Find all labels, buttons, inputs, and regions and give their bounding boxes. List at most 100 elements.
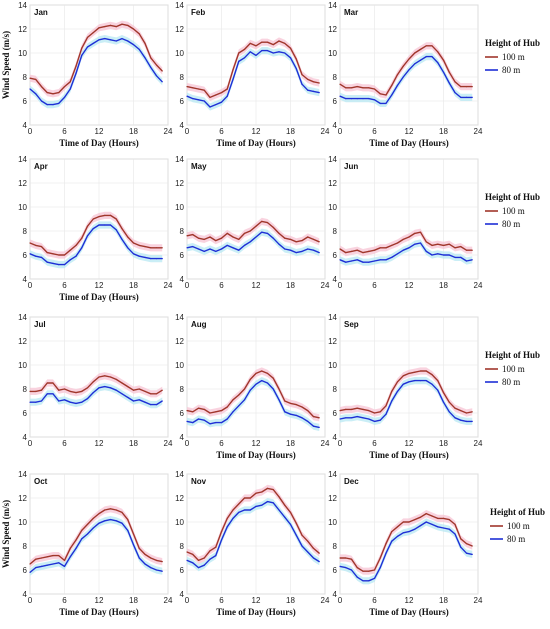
y-tick-label: 10 xyxy=(175,203,184,212)
legend-entry: 80 m xyxy=(502,65,520,75)
data-point xyxy=(144,256,146,258)
data-point xyxy=(261,504,263,506)
data-point xyxy=(379,93,381,95)
x-tick-label: 24 xyxy=(321,439,330,448)
data-point xyxy=(29,88,31,90)
data-point xyxy=(192,422,194,424)
data-point xyxy=(197,407,200,409)
data-point xyxy=(138,547,140,550)
data-point xyxy=(109,214,112,216)
data-point xyxy=(312,81,315,83)
series-100m-line xyxy=(29,508,163,565)
data-point xyxy=(132,533,135,535)
data-point xyxy=(238,405,240,407)
data-point xyxy=(442,401,445,403)
series-80m-line xyxy=(339,521,473,582)
data-point xyxy=(249,241,251,243)
data-point xyxy=(345,567,347,569)
data-point xyxy=(238,503,240,505)
data-point xyxy=(278,243,280,245)
data-point xyxy=(312,416,315,418)
data-point xyxy=(98,513,100,515)
data-point xyxy=(266,232,269,234)
data-point xyxy=(220,410,223,412)
data-point xyxy=(75,547,77,550)
panel-month-label: Mar xyxy=(344,8,358,17)
data-point xyxy=(75,72,77,74)
data-point xyxy=(437,517,439,520)
data-point xyxy=(448,411,450,413)
data-point xyxy=(368,261,370,263)
data-point xyxy=(431,45,433,47)
data-point xyxy=(243,388,246,390)
data-point xyxy=(442,244,445,246)
x-tick-label: 6 xyxy=(62,439,67,448)
data-point xyxy=(197,418,200,420)
series-100m-line xyxy=(29,214,163,256)
data-point xyxy=(437,253,439,255)
x-axis-title: Time of Day (Hours) xyxy=(59,292,139,302)
panel-month-label: Feb xyxy=(191,8,205,17)
y-tick-label: 4 xyxy=(23,433,28,442)
data-point xyxy=(215,250,217,252)
data-point xyxy=(448,82,450,84)
data-point xyxy=(284,248,286,250)
x-axis-title: Time of Day (Hours) xyxy=(216,138,296,148)
data-point xyxy=(301,74,303,76)
series-100m-band xyxy=(30,372,163,398)
data-point xyxy=(161,400,163,402)
y-tick-label: 14 xyxy=(175,155,184,164)
data-point xyxy=(419,231,422,233)
data-point xyxy=(249,51,251,53)
y-tick-label: 12 xyxy=(18,25,27,34)
data-point xyxy=(232,69,234,71)
data-point xyxy=(109,39,112,41)
y-tick-label: 6 xyxy=(180,566,185,575)
y-tick-label: 10 xyxy=(328,203,337,212)
data-point xyxy=(396,253,399,255)
data-point xyxy=(69,249,71,251)
data-point xyxy=(284,411,286,413)
data-point xyxy=(29,401,31,403)
data-point xyxy=(104,386,106,388)
data-point xyxy=(379,567,381,569)
data-point xyxy=(127,386,129,388)
data-point xyxy=(104,214,106,216)
data-point xyxy=(150,57,152,59)
series-80m-band xyxy=(30,35,163,109)
data-point xyxy=(356,98,358,100)
y-tick-label: 4 xyxy=(333,275,338,284)
series-100m-line xyxy=(339,231,473,254)
data-point xyxy=(63,559,66,562)
data-point xyxy=(471,249,473,251)
data-point xyxy=(408,69,410,71)
data-point xyxy=(278,496,280,498)
data-point xyxy=(35,567,37,569)
data-point xyxy=(425,250,427,252)
data-point xyxy=(75,392,77,394)
x-tick-label: 6 xyxy=(219,596,224,605)
chart-panel-dec: 4 6 8 10 12 14 0 6 12 18 24 Dec Time of Day (Hours) xyxy=(328,470,483,617)
series-80m-band xyxy=(340,53,473,107)
series-80m-line xyxy=(186,500,320,569)
data-point xyxy=(35,244,37,246)
data-point xyxy=(272,237,274,239)
x-tick-label: 12 xyxy=(405,439,414,448)
data-point xyxy=(255,225,257,227)
data-point xyxy=(272,226,274,228)
data-point xyxy=(52,563,54,565)
chart-panel-oct: 4 6 8 10 12 14 0 6 12 18 24 Oct Time of Day (Hours) W… xyxy=(1,470,173,617)
data-point xyxy=(442,71,445,73)
x-tick-label: 24 xyxy=(164,596,173,605)
x-tick-label: 24 xyxy=(474,439,483,448)
data-point xyxy=(385,247,387,249)
data-point xyxy=(92,517,94,520)
data-point xyxy=(295,534,297,536)
data-point xyxy=(127,396,129,398)
panel-month-label: Jun xyxy=(344,162,358,171)
data-point xyxy=(295,58,297,60)
data-point xyxy=(144,553,146,556)
data-point xyxy=(345,87,347,89)
data-point xyxy=(437,526,439,528)
data-point xyxy=(186,247,188,249)
